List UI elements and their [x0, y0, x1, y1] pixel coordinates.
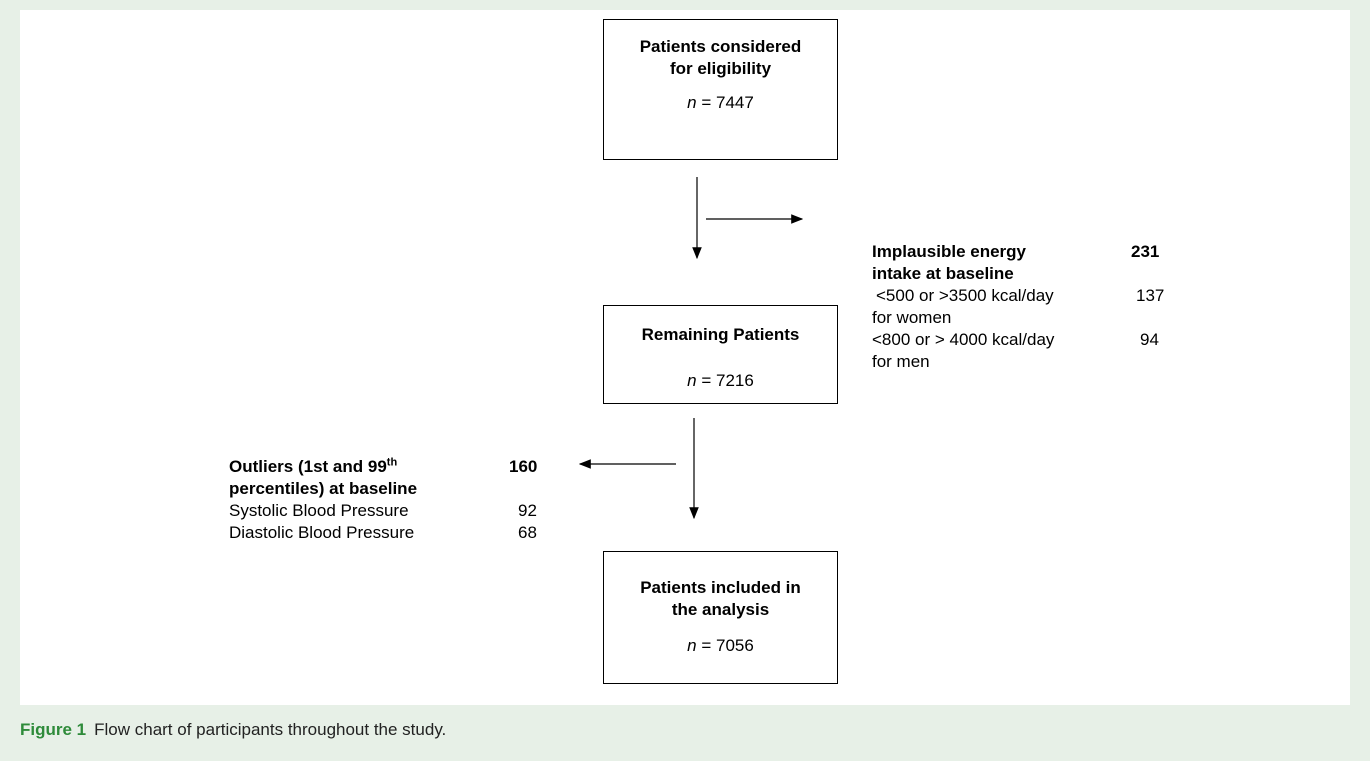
exclusion-item: Diastolic Blood Pressure: [229, 523, 415, 542]
exclusion-item: for women: [872, 308, 952, 327]
caption-text: Flow chart of participants throughout th…: [94, 720, 447, 739]
box-title: Patients included in: [640, 578, 801, 597]
exclusion-title: Implausible energy: [872, 242, 1026, 261]
caption: Figure 1 Flow chart of participants throu…: [20, 720, 446, 740]
exclusion-title: Outliers (1st and 99th: [229, 456, 397, 478]
box-title: for eligibility: [669, 59, 772, 78]
exclusion-item: <500 or >3500 kcal/day: [876, 286, 1054, 305]
box-count: n = 7056: [604, 635, 837, 657]
n-value: = 7447: [701, 93, 754, 112]
n-symbol: n: [687, 636, 697, 655]
exclusion-item-count: 68: [518, 523, 537, 542]
box-title: the analysis: [671, 600, 770, 619]
n-value: = 7216: [701, 371, 754, 390]
superscript: th: [386, 456, 398, 469]
n-symbol: n: [687, 371, 697, 390]
exclusion-item: <800 or > 4000 kcal/day: [872, 330, 1055, 349]
title-text: Outliers (1st and 99: [229, 457, 387, 476]
exclusion-title: intake at baseline: [872, 264, 1014, 283]
flow-box: Patients considered for eligibility n = …: [603, 19, 838, 160]
exclusion-item-count: 92: [518, 501, 537, 520]
box-count: n = 7216: [604, 370, 837, 392]
exclusion-count: 231: [1131, 242, 1160, 261]
exclusion-count: 160: [509, 457, 538, 476]
exclusion-item: for men: [872, 352, 930, 371]
flow-box: Patients included in the analysis n = 70…: [603, 551, 838, 684]
exclusion-item-count: 137: [1136, 286, 1165, 305]
caption-label: Figure 1: [20, 720, 87, 739]
flow-box: Remaining Patients n = 7216: [603, 305, 838, 404]
exclusion-item: Systolic Blood Pressure: [229, 501, 409, 520]
n-symbol: n: [687, 93, 697, 112]
exclusion-title: percentiles) at baseline: [229, 479, 418, 498]
box-title: Patients considered: [639, 37, 802, 56]
box-title: Remaining Patients: [641, 325, 800, 344]
box-count: n = 7447: [604, 92, 837, 114]
n-value: = 7056: [701, 636, 754, 655]
exclusion-item-count: 94: [1140, 330, 1159, 349]
